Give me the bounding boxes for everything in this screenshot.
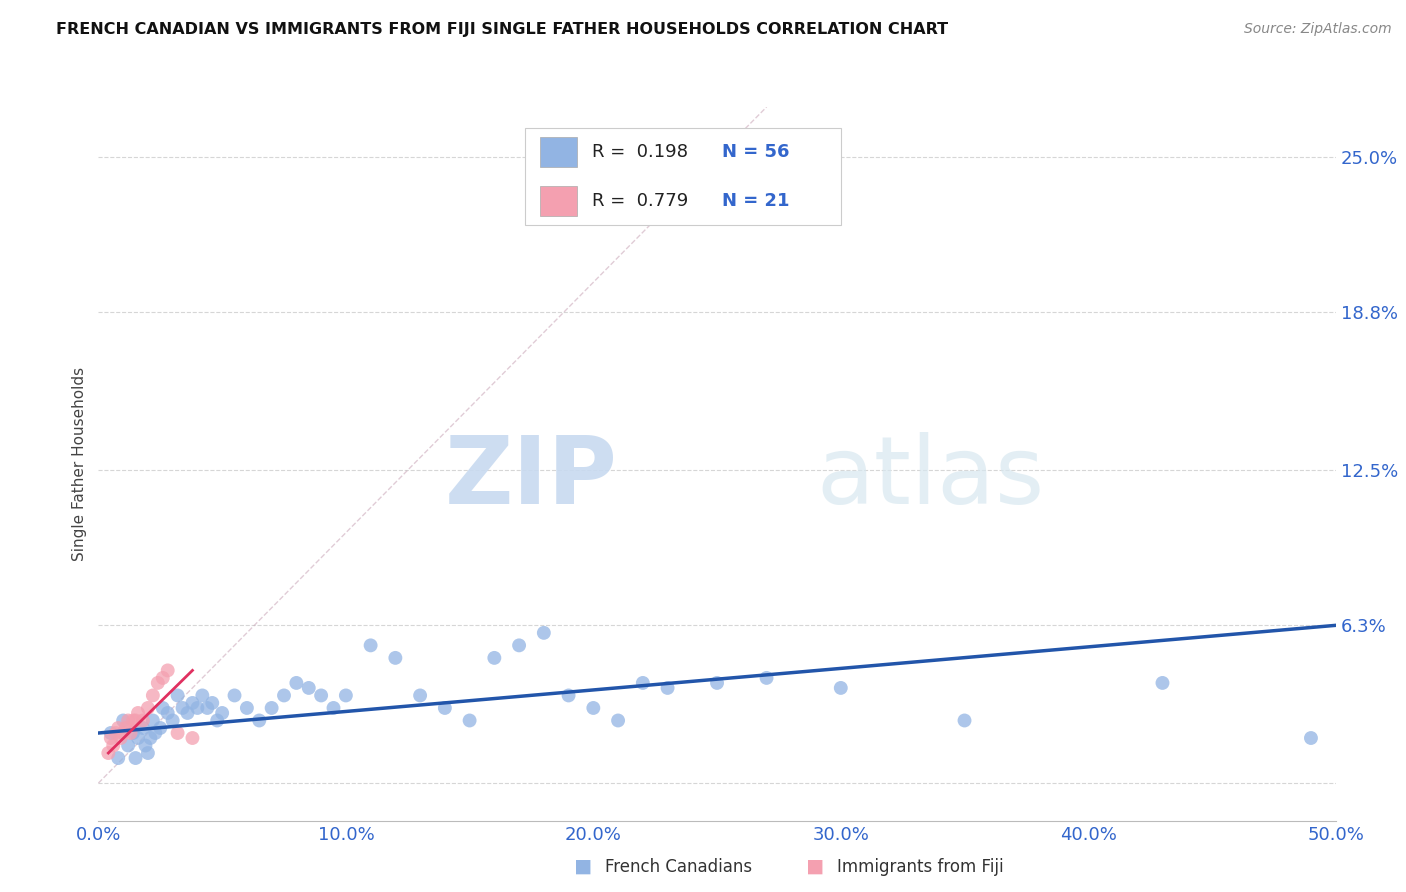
Point bbox=[181, 696, 204, 710]
Point bbox=[132, 714, 155, 728]
Point bbox=[127, 731, 149, 745]
Point bbox=[557, 689, 579, 703]
Text: N = 56: N = 56 bbox=[723, 143, 790, 161]
Point bbox=[103, 739, 125, 753]
Text: French Canadians: French Canadians bbox=[605, 858, 752, 876]
Point bbox=[172, 701, 194, 715]
Point bbox=[166, 726, 188, 740]
Text: R =  0.779: R = 0.779 bbox=[592, 193, 689, 211]
Point bbox=[97, 746, 120, 760]
Point bbox=[433, 701, 456, 715]
Point bbox=[176, 706, 198, 720]
Point bbox=[117, 714, 139, 728]
Point bbox=[582, 701, 605, 715]
Point bbox=[309, 689, 332, 703]
Point bbox=[112, 714, 135, 728]
Point bbox=[830, 681, 852, 695]
Point bbox=[166, 689, 188, 703]
Point bbox=[631, 676, 654, 690]
Point bbox=[107, 751, 129, 765]
Text: Immigrants from Fiji: Immigrants from Fiji bbox=[837, 858, 1004, 876]
Point bbox=[124, 714, 146, 728]
Point bbox=[114, 721, 136, 735]
Point bbox=[136, 701, 159, 715]
Text: ZIP: ZIP bbox=[446, 432, 619, 524]
Point bbox=[152, 671, 174, 685]
FancyBboxPatch shape bbox=[526, 128, 841, 225]
Point bbox=[706, 676, 728, 690]
FancyBboxPatch shape bbox=[540, 186, 578, 216]
Point bbox=[607, 714, 630, 728]
Point bbox=[260, 701, 283, 715]
Y-axis label: Single Father Households: Single Father Households bbox=[72, 367, 87, 561]
Text: Source: ZipAtlas.com: Source: ZipAtlas.com bbox=[1244, 22, 1392, 37]
Point bbox=[322, 701, 344, 715]
Point bbox=[285, 676, 308, 690]
Point bbox=[162, 714, 184, 728]
Text: R =  0.198: R = 0.198 bbox=[592, 143, 688, 161]
Point bbox=[142, 689, 165, 703]
Point bbox=[110, 731, 132, 745]
Point bbox=[127, 706, 149, 720]
Point bbox=[409, 689, 432, 703]
Point bbox=[195, 701, 218, 715]
Point bbox=[112, 726, 135, 740]
Text: atlas: atlas bbox=[815, 432, 1045, 524]
Point bbox=[122, 714, 145, 728]
Point bbox=[508, 639, 530, 653]
Point bbox=[657, 681, 679, 695]
Point bbox=[139, 731, 162, 745]
Point bbox=[149, 721, 172, 735]
Point bbox=[100, 731, 122, 745]
Text: FRENCH CANADIAN VS IMMIGRANTS FROM FIJI SINGLE FATHER HOUSEHOLDS CORRELATION CHA: FRENCH CANADIAN VS IMMIGRANTS FROM FIJI … bbox=[56, 22, 949, 37]
Point bbox=[1299, 731, 1322, 745]
Point bbox=[273, 689, 295, 703]
Point bbox=[533, 625, 555, 640]
Point bbox=[142, 714, 165, 728]
Point bbox=[181, 731, 204, 745]
Point bbox=[1152, 676, 1174, 690]
Point bbox=[247, 714, 270, 728]
Text: ◼: ◼ bbox=[574, 857, 593, 877]
Point bbox=[755, 671, 778, 685]
Point bbox=[191, 689, 214, 703]
Point bbox=[117, 739, 139, 753]
Point bbox=[953, 714, 976, 728]
Point bbox=[186, 701, 208, 715]
Point bbox=[156, 706, 179, 720]
Point bbox=[152, 701, 174, 715]
Point bbox=[205, 714, 228, 728]
Point bbox=[201, 696, 224, 710]
Point bbox=[360, 639, 382, 653]
Point bbox=[458, 714, 481, 728]
Point bbox=[122, 726, 145, 740]
Point bbox=[136, 746, 159, 760]
Point bbox=[298, 681, 321, 695]
Point bbox=[335, 689, 357, 703]
Point bbox=[224, 689, 246, 703]
Point bbox=[104, 726, 127, 740]
Text: N = 21: N = 21 bbox=[723, 193, 790, 211]
Point bbox=[120, 726, 142, 740]
Point bbox=[134, 739, 156, 753]
Point bbox=[384, 651, 406, 665]
Point bbox=[100, 726, 122, 740]
Point bbox=[132, 721, 155, 735]
FancyBboxPatch shape bbox=[540, 137, 578, 167]
Point bbox=[107, 721, 129, 735]
Point bbox=[484, 651, 506, 665]
Text: ◼: ◼ bbox=[806, 857, 825, 877]
Point bbox=[146, 676, 169, 690]
Point bbox=[156, 664, 179, 678]
Point bbox=[143, 726, 166, 740]
Point bbox=[124, 751, 146, 765]
Point bbox=[236, 701, 259, 715]
Point bbox=[211, 706, 233, 720]
